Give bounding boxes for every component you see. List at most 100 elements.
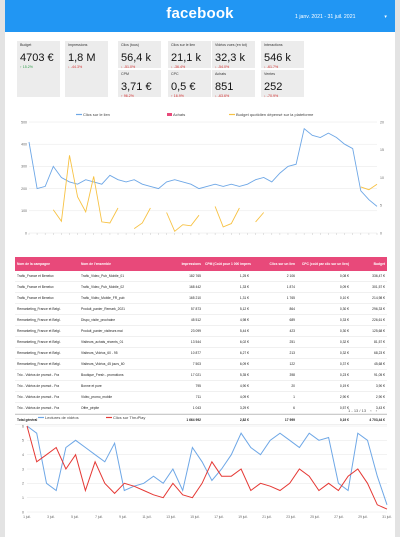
table-row: Remarketing_France et Belgi. Produit_pani…	[15, 304, 387, 315]
table-cell: Boutique_Fresh - promotions	[81, 373, 124, 377]
y-tick-label: 5	[22, 439, 24, 443]
table-cell: 17 999	[284, 417, 295, 422]
legend-label: Achats	[173, 112, 185, 117]
kpi-label: Interactions	[264, 43, 283, 47]
table-cell: 423	[289, 329, 295, 333]
x-tick-label: 3 juil.	[47, 515, 55, 519]
kpi-value: 851	[215, 81, 234, 93]
table-header-row[interactable]: Nom de la campagne Nom de l'ensemble Impre…	[15, 257, 387, 271]
table-cell: 45 512	[190, 318, 201, 322]
kpi-label: Clics sur le lien	[171, 43, 196, 47]
x-tick-label: 25 juil.	[310, 515, 320, 519]
chevron-left-icon[interactable]: ‹	[370, 408, 372, 413]
kpi-delta: ↓ -63.6%	[215, 94, 230, 98]
table-cell: Visiteurs_Vidéos_45 jours_60	[81, 362, 125, 366]
table-cell: 0,37 €	[339, 362, 349, 366]
pager-range: 1 - 13 / 13	[348, 408, 367, 413]
y-tick-label: 500	[21, 120, 27, 124]
kpi-value: 32,3 k	[215, 52, 245, 64]
y2-tick-label: 15	[380, 148, 384, 152]
table-cell: 4,90 €	[239, 384, 249, 388]
chart-legend: Clics sur le lien Achats Budget quotidien …	[76, 112, 314, 117]
table-cell: 7 503	[192, 362, 201, 366]
kpi-label: Ventes	[264, 72, 275, 76]
table-cell: 1,25 €	[239, 274, 249, 278]
kpi-delta: ↓ -51.0%	[121, 65, 136, 69]
kpi-value: 546 k	[264, 52, 291, 64]
x-tick-label: 11 juil.	[142, 515, 151, 519]
table-cell: 5,12 €	[239, 307, 249, 311]
kpi-value: 21,1 k	[171, 52, 201, 64]
x-tick-label: 5 juil.	[71, 515, 79, 519]
table-cell: 13 544	[190, 340, 201, 344]
table-cell: Trafic_France et Benelux	[17, 274, 54, 278]
y-tick-label: 2	[22, 482, 24, 486]
kpi-delta: ↓ -44.3%	[68, 65, 83, 69]
table-cell: 0,10 €	[339, 296, 349, 300]
table-cell: Impressions	[181, 262, 201, 266]
table-cell: 0,32 €	[339, 351, 349, 355]
kpi-value: 1,8 M	[68, 52, 96, 64]
table-cell: 2 106	[286, 274, 295, 278]
table-cell: 4,09 €	[239, 395, 249, 399]
table-cell: 0,19 €	[339, 384, 349, 388]
table-cell: 68,23 €	[374, 351, 385, 355]
series-line	[26, 425, 388, 510]
table-row: Trio - Vidéos de promot - Fra Bonne et pu…	[15, 381, 387, 392]
table-row: Remarketing_France et Belgi. Visiteurs_Vi…	[15, 348, 387, 359]
table-cell: Remarketing_France et Belgi.	[17, 329, 61, 333]
table-cell: Dispo_visite_prochaine	[81, 318, 116, 322]
table-cell: 4 703,44 €	[369, 417, 385, 422]
kpi-card: Achats 851 ↓ -63.6%	[212, 70, 255, 98]
chevron-right-icon[interactable]: ›	[375, 408, 377, 413]
table-cell: 2,90 €	[375, 395, 385, 399]
kpi-label: CPM	[121, 72, 129, 76]
table-cell: 864	[289, 307, 295, 311]
table-cell: 168 442	[189, 285, 201, 289]
x-tick-label: 15 juil.	[190, 515, 200, 519]
table-cell: Vidéo_promo_mobile	[81, 395, 113, 399]
table-cell: 0,32 €	[339, 340, 349, 344]
kpi-value: 252	[264, 81, 283, 93]
table-cell: Visiteurs_achats_récents_01	[81, 340, 124, 344]
y-tick-label: 300	[21, 165, 27, 169]
table-row: Trafic_France et Benelux Trafic_Video_Pub…	[15, 282, 387, 293]
kpi-delta: ↓ -70.9%	[264, 94, 279, 98]
chevron-down-icon: ▾	[384, 14, 387, 20]
x-tick-label: 13 juil.	[166, 515, 176, 519]
table-row: Trafic_France et Benelux Trafic_Vidéo_Mob…	[15, 293, 387, 304]
table-cell: 6,27 €	[239, 351, 249, 355]
table-cell: 0,09 €	[339, 285, 349, 289]
legend-label: Clics sur le lien	[83, 112, 110, 117]
table-cell: 6,09 €	[239, 362, 249, 366]
table-cell: Trafic_France et Benelux	[17, 285, 54, 289]
table-cell: Produit_panier_visiteurs mai	[81, 329, 123, 333]
kpi-label: CPC	[171, 72, 179, 76]
table-cell: 1 765	[286, 296, 295, 300]
table-cell: Clics sur un lien	[269, 262, 295, 266]
table-cell: 3,43 €	[375, 406, 385, 410]
table-cell: 10 877	[190, 351, 201, 355]
kpi-delta: ↓ -61.7%	[264, 65, 279, 69]
table-cell: 336,47 €	[372, 274, 385, 278]
table-cell: 226,61 €	[372, 318, 385, 322]
table-pager[interactable]: 1 - 13 / 13 ‹ ›	[345, 408, 377, 413]
table-cell: 795	[195, 384, 201, 388]
table-cell: 6,02 €	[239, 340, 249, 344]
date-range-picker[interactable]: 1 janv. 2021 - 31 juil. 2021 ▾	[295, 11, 387, 23]
table-cell: CPC (coût par clic sur un lien)	[301, 262, 349, 266]
facebook-logo: facebook	[166, 5, 234, 22]
table-cell: 301,57 €	[372, 285, 385, 289]
table-cell: 0,57 €	[339, 406, 349, 410]
kpi-card: Ventes 252 ↓ -70.9%	[261, 70, 304, 98]
table-cell: 57 873	[190, 307, 201, 311]
kpi-card: Budget 4703 € ↑ 15.2%	[17, 41, 60, 97]
table-cell: 1 874	[286, 285, 295, 289]
legend-label: Budget quotidien dépensé sur la platefor…	[236, 112, 314, 117]
table-cell: Trio - Vidéos de promot - Fra	[17, 373, 60, 377]
table-cell: Remarketing_France et Belgi.	[17, 307, 61, 311]
table-cell: Visiteurs_Vidéos_60 - 95	[81, 351, 118, 355]
y-tick-label: 400	[21, 143, 27, 147]
table-cell: 2,82 €	[239, 417, 249, 422]
table-cell: 1,31 €	[239, 296, 249, 300]
